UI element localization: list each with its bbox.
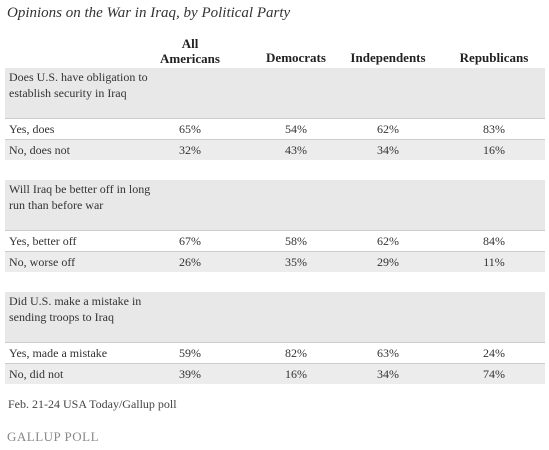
- answer-label: No, did not: [9, 367, 64, 381]
- answer-row: No, does not 32% 43% 34% 16%: [5, 139, 545, 160]
- answer-row: Yes, better off 67% 58% 62% 84%: [5, 230, 545, 251]
- percent: 84%: [483, 234, 505, 248]
- percent: 24%: [483, 346, 505, 360]
- percent: 39%: [179, 367, 201, 381]
- question-row: Will Iraq be better off in long run than…: [5, 180, 545, 230]
- question-row: Does U.S. have obligation to establish s…: [5, 68, 545, 118]
- percent: 34%: [377, 143, 399, 157]
- answer-label: No, does not: [9, 143, 70, 157]
- percent: 29%: [377, 255, 399, 269]
- percent: 32%: [179, 143, 201, 157]
- column-header: Independents: [350, 50, 426, 65]
- column-header: All Americans: [160, 36, 220, 66]
- answer-label: No, worse off: [9, 255, 76, 269]
- percent: 74%: [483, 367, 505, 381]
- percent: 67%: [179, 234, 201, 248]
- percent: 62%: [377, 234, 399, 248]
- percent: 83%: [483, 122, 505, 136]
- question-row: Did U.S. make a mistake in sending troop…: [5, 292, 545, 342]
- answer-label: Yes, made a mistake: [9, 346, 108, 360]
- answer-row: Yes, made a mistake 59% 82% 63% 24%: [5, 342, 545, 363]
- question: Does U.S. have obligation to establish s…: [9, 70, 148, 100]
- percent: 26%: [179, 255, 201, 269]
- percent: 62%: [377, 122, 399, 136]
- percent: 34%: [377, 367, 399, 381]
- percent: 58%: [285, 234, 307, 248]
- column-header: Democrats: [266, 50, 326, 65]
- percent: 82%: [285, 346, 307, 360]
- percent: 16%: [285, 367, 307, 381]
- percent: 54%: [285, 122, 307, 136]
- percent: 59%: [179, 346, 201, 360]
- percent: 43%: [285, 143, 307, 157]
- answer-row: No, did not 39% 16% 34% 74%: [5, 363, 545, 384]
- percent: 11%: [483, 255, 505, 269]
- answer-label: Yes, better off: [9, 234, 77, 248]
- percent: 63%: [377, 346, 399, 360]
- percent: 35%: [285, 255, 307, 269]
- answer-row: Yes, does 65% 54% 62% 83%: [5, 118, 545, 139]
- logo: GALLUP POLL: [7, 429, 100, 444]
- answer-label: Yes, does: [9, 122, 55, 136]
- question: Will Iraq be better off in long run than…: [9, 182, 151, 212]
- percent: 65%: [179, 122, 201, 136]
- footnote: Feb. 21-24 USA Today/Gallup poll: [8, 397, 177, 411]
- question: Did U.S. make a mistake in sending troop…: [9, 294, 142, 324]
- answer-row: No, worse off 26% 35% 29% 11%: [5, 251, 545, 272]
- title: Opinions on the War in Iraq, by Politica…: [7, 5, 291, 21]
- column-header: Republicans: [459, 50, 529, 65]
- percent: 16%: [483, 143, 505, 157]
